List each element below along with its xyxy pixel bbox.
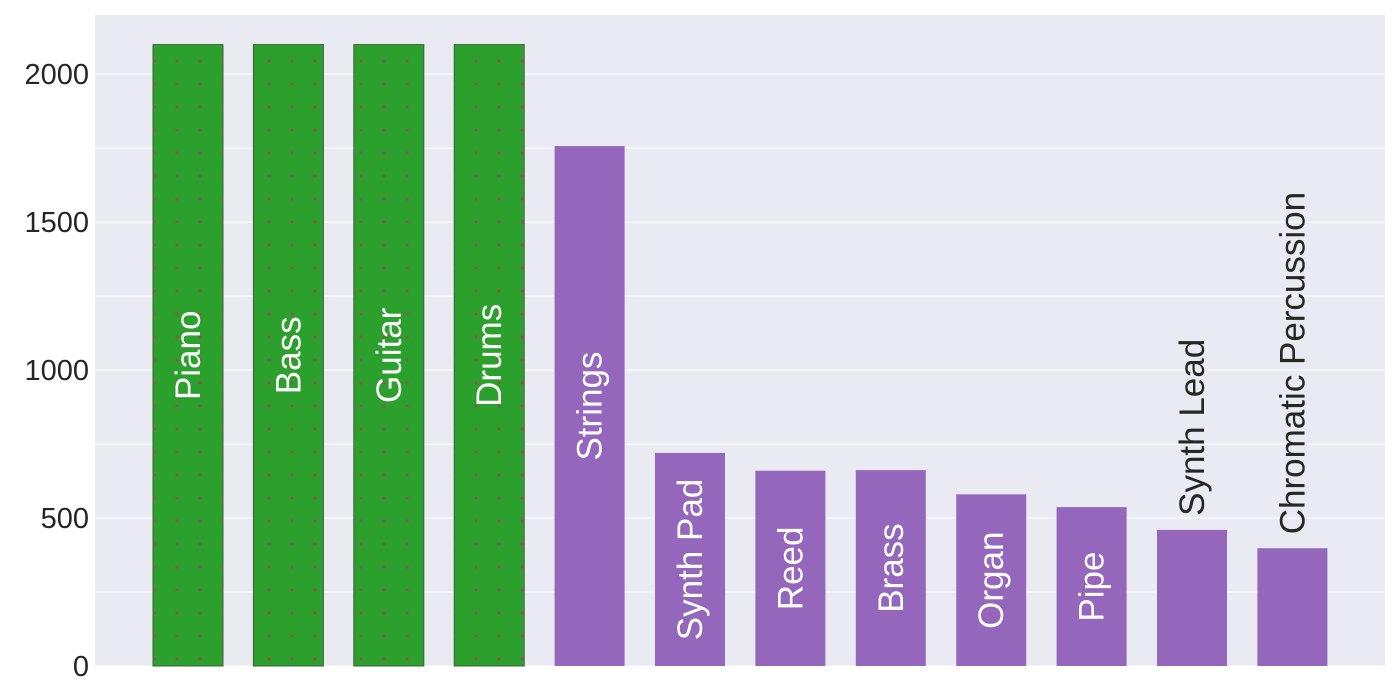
bar-hatch (153, 44, 223, 667)
bar (554, 146, 625, 667)
bar-label: Guitar (370, 307, 409, 403)
bar-label: Bass (269, 316, 308, 394)
bar-label: Chromatic Percussion (1273, 192, 1312, 534)
bar (855, 470, 926, 666)
bar-label: Organ (972, 532, 1011, 629)
bar-label: Synth Lead (1173, 339, 1212, 516)
bar-hatch (253, 44, 324, 667)
bar (1157, 529, 1227, 666)
bar-hatch (454, 44, 525, 667)
bar-hatch (353, 44, 424, 667)
bar (655, 452, 725, 666)
y-tick-label: 1500 (24, 207, 89, 239)
bar-label: Brass (872, 523, 911, 612)
y-tick-label: 2000 (24, 59, 89, 91)
y-tick-label: 500 (41, 503, 89, 535)
bar-labels: Piano Bass Guitar Drums Strings Synth Pad Reed… (169, 192, 1312, 640)
y-axis-ticks: 0 500 1000 1500 2000 (24, 59, 89, 683)
y-tick-label: 0 (73, 651, 89, 683)
bar (755, 470, 826, 666)
bar-label: Pipe (1073, 552, 1112, 622)
bar (1257, 548, 1328, 666)
bar-label: Piano (169, 311, 208, 401)
bars (152, 44, 1328, 667)
bar-label: Reed (771, 527, 810, 611)
bar (956, 494, 1027, 666)
bar-label: Synth Pad (671, 479, 710, 641)
bar-label: Drums (470, 304, 509, 407)
bar-label: Strings (571, 352, 610, 461)
bar (1056, 507, 1127, 666)
y-tick-label: 1000 (24, 355, 89, 387)
